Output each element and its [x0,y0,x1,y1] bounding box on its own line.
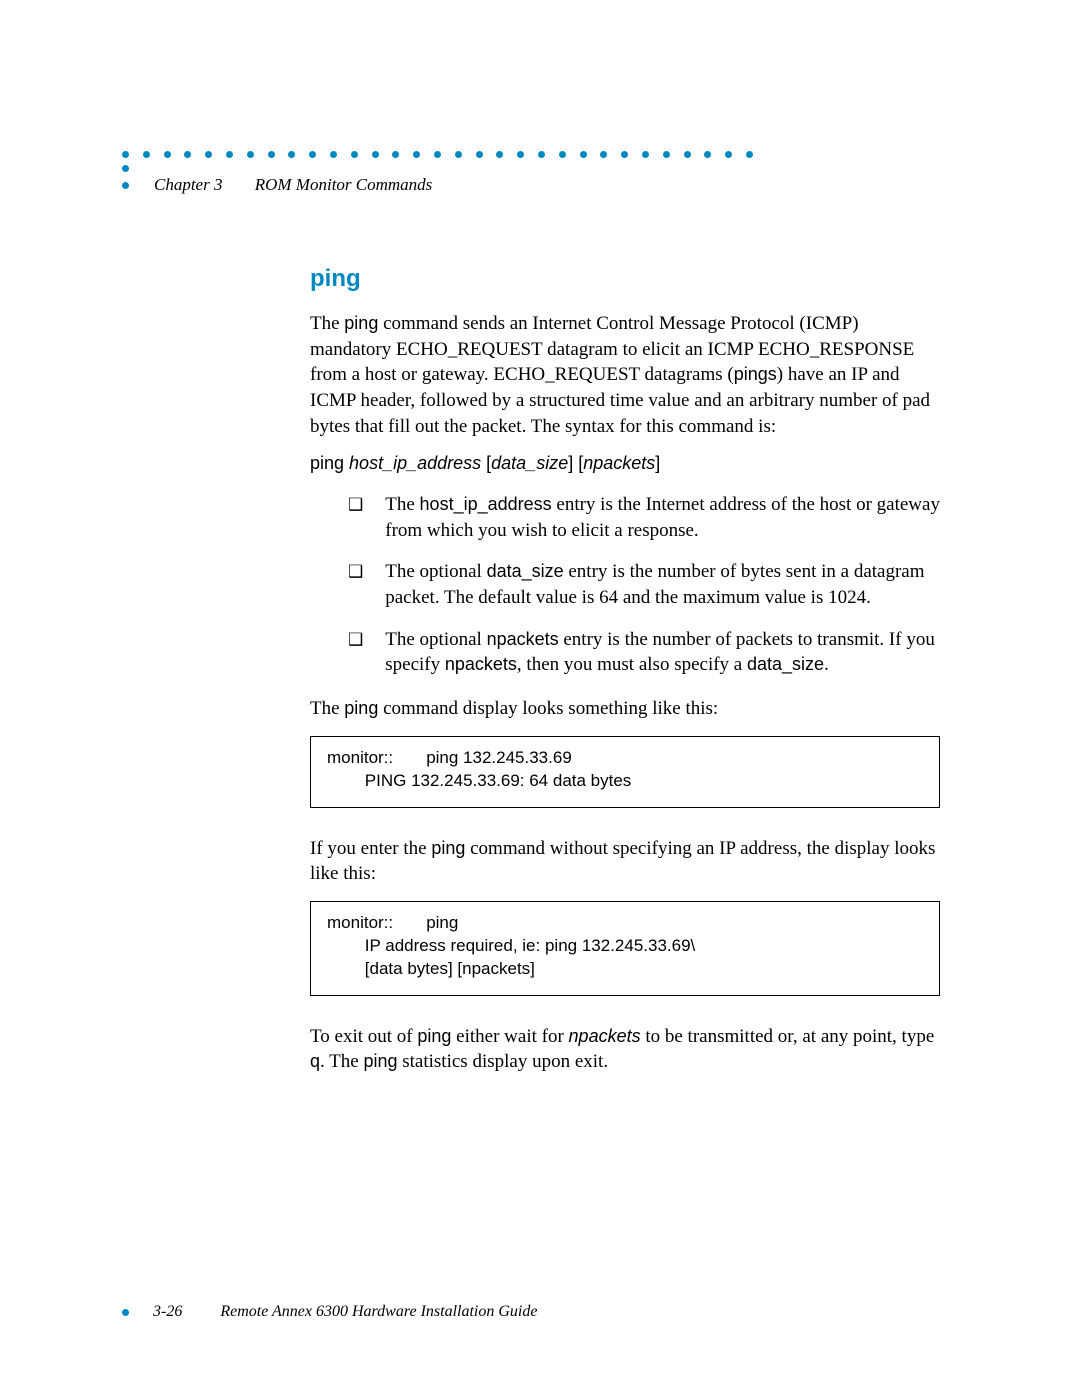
dot-icon [351,151,358,158]
dot-icon [559,151,566,158]
inline-command: ping [363,1051,397,1071]
code-example-2: monitor:: ping IP address required, ie: … [310,901,940,996]
text: The optional [385,629,486,650]
dot-icon [226,151,233,158]
bullet-marker-icon: ❑ [348,492,363,543]
dot-icon [725,151,732,158]
dot-icon [143,151,150,158]
dot-icon [434,151,441,158]
dot-icon [517,151,524,158]
bullet-list: ❑ The host_ip_address entry is the Intern… [348,492,940,678]
inline-arg: data_size [487,561,564,581]
dot-icon [476,151,483,158]
text: To exit out of [310,1026,417,1047]
content-area: ping The ping command sends an Internet … [310,265,940,1089]
inline-command: q [310,1051,320,1071]
dot-icon [309,151,316,158]
text: either wait for [451,1026,568,1047]
running-header: Chapter 3 ROM Monitor Commands [154,175,432,195]
syntax-sep: ] [ [568,453,583,473]
dot-icon [247,151,254,158]
text: . [824,654,829,675]
list-item: ❑ The optional data_size entry is the num… [348,559,940,610]
dot-icon [746,151,753,158]
text: statistics display upon exit. [398,1051,609,1072]
inline-command: ping [344,698,378,718]
dot-icon [122,165,129,172]
footer-dot-icon [122,1309,129,1316]
chapter-title: ROM Monitor Commands [255,175,433,194]
inline-command: pings [734,364,777,384]
inline-command: ping [417,1026,451,1046]
inline-arg: data_size [747,654,824,674]
inline-command: ping [344,313,378,333]
text: command display looks something like thi… [378,698,718,719]
syntax-cmd: ping [310,453,349,473]
syntax-arg: data_size [491,453,568,473]
dot-icon [663,151,670,158]
inline-command: ping [431,838,465,858]
dot-icon [330,151,337,158]
page-number: 3-26 [153,1303,182,1321]
dot-icon [580,151,587,158]
text: The [310,698,344,719]
dot-icon [122,182,129,189]
dot-icon [455,151,462,158]
text: The [385,494,419,515]
dot-col-decor [122,165,129,189]
intro-paragraph: The ping command sends an Internet Contr… [310,311,940,439]
bullet-marker-icon: ❑ [348,559,363,610]
section-title: ping [310,265,940,293]
dot-row-decor [122,151,753,158]
inline-arg: npackets [445,654,517,674]
dot-icon [496,151,503,158]
bullet-text: The host_ip_address entry is the Interne… [385,492,940,543]
syntax-arg: npackets [583,453,655,473]
code-example-1: monitor:: ping 132.245.33.69 PING 132.24… [310,736,940,808]
text: The optional [385,561,486,582]
inline-arg: host_ip_address [420,494,552,514]
dot-icon [372,151,379,158]
dot-icon [184,151,191,158]
inline-arg: npackets [569,1026,641,1046]
inline-arg: npackets [487,629,559,649]
dot-icon [538,151,545,158]
bullet-marker-icon: ❑ [348,627,363,678]
text: If you enter the [310,838,431,859]
dot-icon [600,151,607,158]
command-syntax: ping host_ip_address [data_size] [npacke… [310,453,940,474]
dot-icon [392,151,399,158]
dot-icon [704,151,711,158]
page-footer: 3-26 Remote Annex 6300 Hardware Installa… [122,1303,537,1321]
syntax-sep: [ [481,453,491,473]
dot-icon [684,151,691,158]
para-noip-intro: If you enter the ping command without sp… [310,836,940,887]
text: to be transmitted or, at any point, type [641,1026,935,1047]
para-exit: To exit out of ping either wait for npac… [310,1024,940,1075]
page: Chapter 3 ROM Monitor Commands ping The … [0,0,1080,1397]
dot-icon [288,151,295,158]
text: , then you must also specify a [517,654,747,675]
syntax-sep: ] [655,453,660,473]
dot-icon [413,151,420,158]
list-item: ❑ The optional npackets entry is the numb… [348,627,940,678]
text: The [310,313,344,334]
bullet-text: The optional data_size entry is the numb… [385,559,940,610]
list-item: ❑ The host_ip_address entry is the Intern… [348,492,940,543]
dot-icon [621,151,628,158]
dot-icon [642,151,649,158]
text: . The [320,1051,363,1072]
dot-icon [122,151,129,158]
dot-icon [205,151,212,158]
para-display-intro: The ping command display looks something… [310,696,940,722]
dot-icon [164,151,171,158]
book-title: Remote Annex 6300 Hardware Installation … [220,1303,537,1321]
chapter-label: Chapter 3 [154,175,222,194]
syntax-arg: host_ip_address [349,453,481,473]
bullet-text: The optional npackets entry is the numbe… [385,627,940,678]
dot-icon [268,151,275,158]
